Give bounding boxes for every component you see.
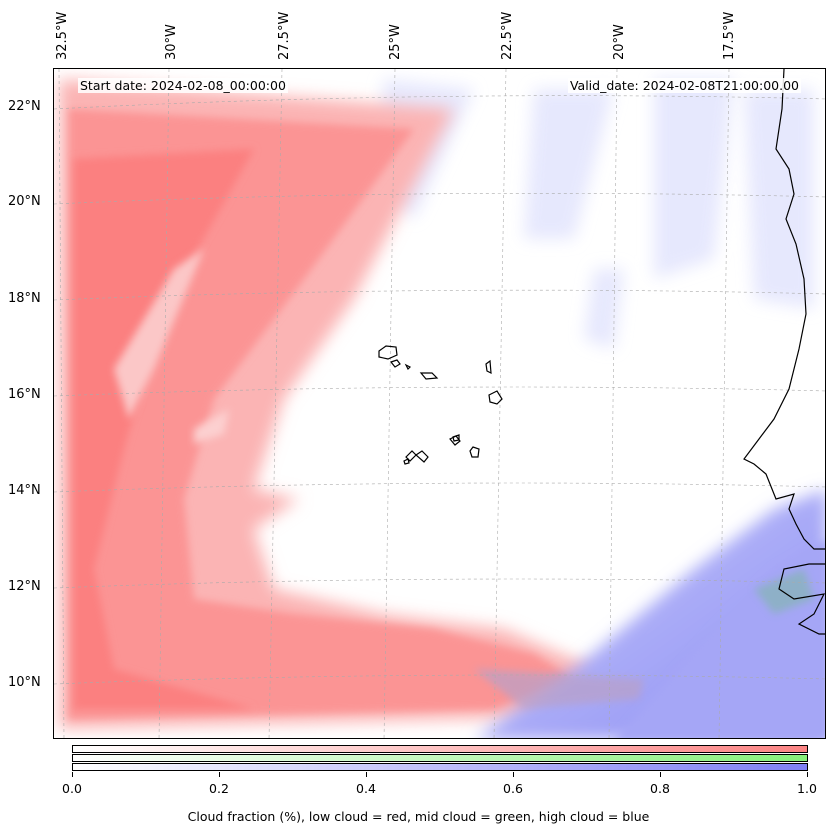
lon-label-22-5w: 22.5°W	[500, 11, 515, 60]
colorbar-tickmark	[807, 772, 808, 777]
lat-label-22n: 22°N	[8, 99, 41, 114]
africa-coastline-south	[778, 563, 825, 635]
colorbar-tick-0-6: 0.6	[503, 781, 523, 796]
colorbar-low-cloud	[72, 745, 808, 753]
colorbar-title: Cloud fraction (%), low cloud = red, mid…	[187, 809, 650, 824]
cloud-map	[54, 69, 825, 738]
africa-coastline	[743, 69, 825, 550]
valid-date-label: Valid_date: 2024-02-08T21:00:00.00	[567, 78, 801, 93]
high-cloud-field	[474, 489, 825, 738]
graticule	[54, 69, 825, 738]
colorbar-tick-0-8: 0.8	[650, 781, 670, 796]
lon-label-20w: 20°W	[612, 24, 627, 60]
colorbar-tickmark	[72, 772, 73, 777]
colorbar-tickmark	[219, 772, 220, 777]
lon-label-17-5w: 17.5°W	[722, 11, 737, 60]
lat-label-18n: 18°N	[8, 291, 41, 306]
colorbar-tickmark	[513, 772, 514, 777]
lat-label-12n: 12°N	[8, 579, 41, 594]
colorbar	[72, 745, 808, 771]
colorbar-tickmark	[366, 772, 367, 777]
lat-label-16n: 16°N	[8, 387, 41, 402]
lat-label-14n: 14°N	[8, 483, 41, 498]
map-panel: Start date: 2024-02-08_00:00:00 Valid_da…	[53, 68, 826, 739]
low-cloud-field	[59, 79, 644, 729]
colorbar-tick-0-4: 0.4	[356, 781, 376, 796]
lat-label-20n: 20°N	[8, 194, 41, 209]
colorbar-mid-cloud	[72, 754, 808, 762]
colorbar-high-cloud	[72, 763, 808, 771]
lon-label-27-5w: 27.5°W	[277, 11, 292, 60]
colorbar-tick-0: 0.0	[62, 781, 82, 796]
lat-label-10n: 10°N	[8, 675, 41, 690]
lon-label-25w: 25°W	[388, 24, 403, 60]
cape-verde-islands	[378, 345, 503, 465]
start-date-label: Start date: 2024-02-08_00:00:00	[78, 78, 288, 93]
colorbar-tick-1: 1.0	[797, 781, 817, 796]
lon-label-30w: 30°W	[164, 24, 179, 60]
colorbar-tick-0-2: 0.2	[209, 781, 229, 796]
lon-label-32-5w: 32.5°W	[55, 11, 70, 60]
colorbar-tickmark	[660, 772, 661, 777]
